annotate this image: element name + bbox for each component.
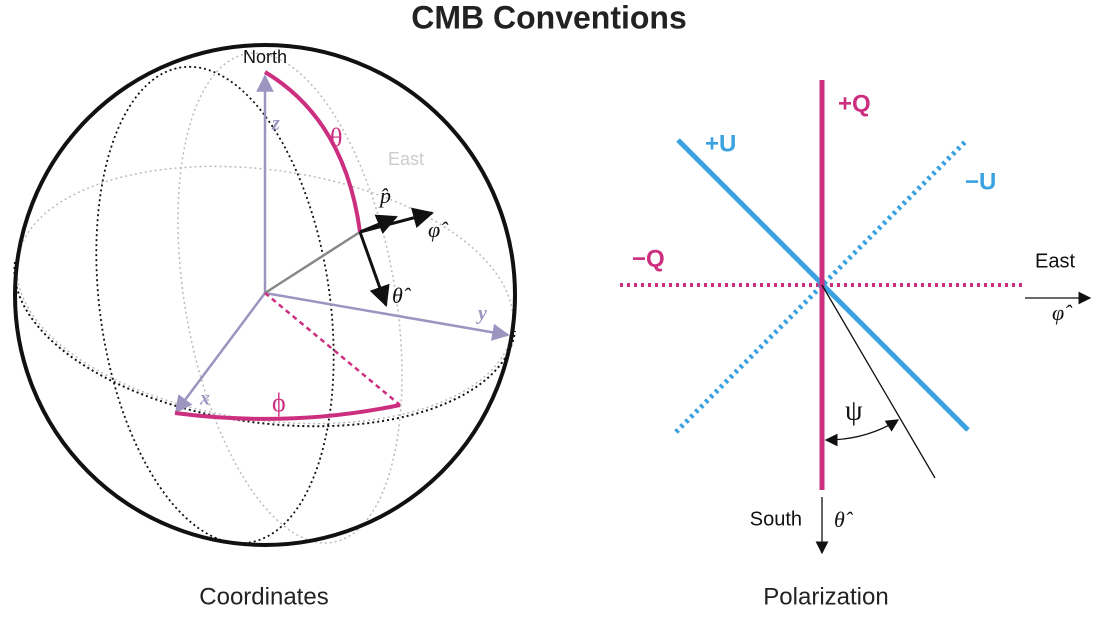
z-label: z <box>271 113 280 135</box>
minus-q-label: −Q <box>632 245 665 272</box>
phi-label: ϕ <box>272 388 286 417</box>
theta-label: θ <box>330 123 342 152</box>
polarization-caption: Polarization <box>763 583 888 610</box>
phi-hat-label: φ̂ <box>1052 300 1073 325</box>
minus-u-label: −U <box>965 168 996 195</box>
y-label: y <box>476 303 487 325</box>
east-label: East <box>1035 250 1075 272</box>
theta-hat-label: θ̂ <box>392 283 412 308</box>
north-label: North <box>243 47 287 67</box>
x-label: x <box>199 388 210 410</box>
p-hat-label: p̂ <box>378 183 391 208</box>
east-label: East <box>388 149 424 169</box>
coordinates-caption: Coordinates <box>199 583 328 610</box>
phi-hat-label: φ̂ <box>428 217 449 242</box>
south-label: South <box>750 508 802 530</box>
sphere <box>13 43 517 547</box>
polarization-axes <box>620 80 1092 555</box>
psi-label: ψ <box>845 395 863 426</box>
plus-u-label: +U <box>705 130 736 157</box>
theta-hat-label: θ̂ <box>834 507 854 532</box>
plus-q-label: +Q <box>838 90 871 117</box>
title: CMB Conventions <box>411 0 687 35</box>
